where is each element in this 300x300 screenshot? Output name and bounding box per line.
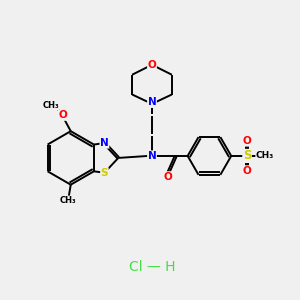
Text: N: N (148, 151, 156, 161)
Text: O: O (243, 136, 251, 146)
Text: S: S (243, 149, 251, 162)
Text: O: O (148, 60, 156, 70)
Text: Cl — H: Cl — H (129, 260, 175, 274)
Text: O: O (164, 172, 172, 182)
Text: O: O (243, 166, 251, 176)
Text: N: N (148, 98, 156, 107)
Text: CH₃: CH₃ (256, 152, 274, 160)
Text: CH₃: CH₃ (43, 101, 59, 110)
Text: CH₃: CH₃ (59, 196, 76, 205)
Text: N: N (100, 138, 109, 148)
Text: O: O (58, 110, 67, 120)
Text: S: S (101, 168, 108, 178)
